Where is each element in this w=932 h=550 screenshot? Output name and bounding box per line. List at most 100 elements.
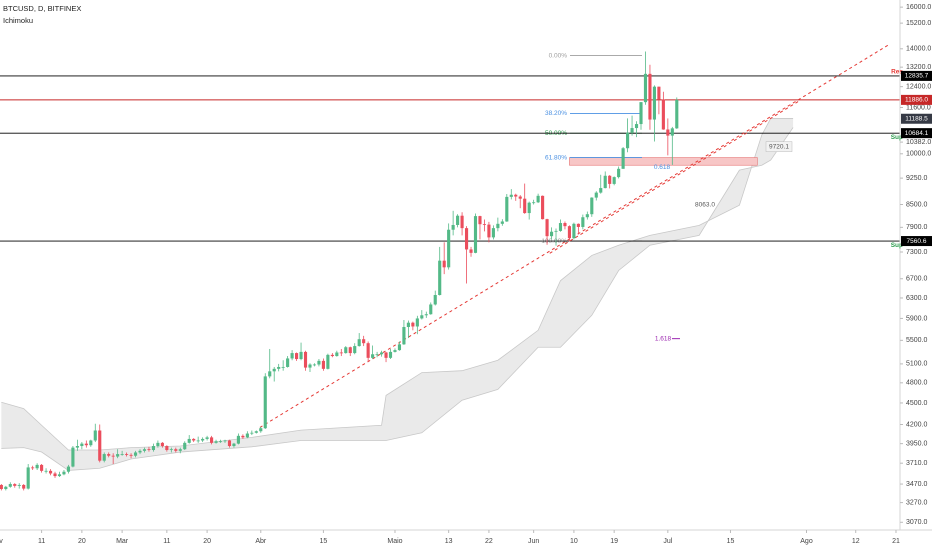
price-box-label: 11188.5 — [905, 115, 928, 122]
candle-body — [125, 454, 129, 455]
candle-body — [652, 86, 656, 120]
candle-body — [393, 350, 397, 352]
y-tick-label: 6700.0 — [906, 276, 928, 283]
candle-body — [321, 360, 325, 369]
x-tick-label: 11 — [38, 538, 45, 545]
candle-body — [433, 295, 437, 305]
candle-body — [89, 440, 93, 446]
candle-body — [626, 132, 630, 149]
level-tag: Res — [891, 69, 903, 76]
candle-body — [295, 353, 299, 360]
candle-body — [657, 86, 661, 100]
candle-body — [603, 175, 607, 189]
candle-body — [156, 442, 160, 447]
candle-body — [187, 438, 191, 443]
candle-body — [13, 484, 17, 486]
candle-body — [384, 352, 388, 358]
annotation-box — [765, 141, 793, 152]
candle-body — [478, 216, 482, 225]
candle-body — [379, 352, 384, 355]
candle-body — [4, 486, 8, 490]
candle-body — [482, 224, 487, 226]
candle-body — [147, 449, 151, 451]
candle-body — [277, 366, 281, 369]
fib-label: 38.20% — [545, 110, 567, 117]
candle-body — [536, 195, 540, 203]
candle-body — [456, 215, 460, 225]
price-box — [901, 113, 932, 124]
candle-body — [312, 364, 317, 366]
candle-body — [608, 175, 612, 184]
candle-body — [549, 231, 554, 237]
candle-body — [447, 229, 451, 268]
candle-body — [57, 474, 62, 477]
cloud-edge — [1, 118, 794, 451]
candle-body — [666, 129, 670, 136]
candle-body — [670, 128, 674, 136]
candle-body — [232, 443, 236, 447]
candle-body — [339, 352, 343, 354]
candle-body — [317, 360, 321, 365]
y-tick-label: 3950.0 — [906, 440, 928, 447]
candle-body — [326, 354, 330, 369]
candle-body — [634, 124, 639, 129]
candle-body — [357, 339, 361, 347]
y-tick-label: 3270.0 — [906, 499, 928, 506]
candle-body — [335, 352, 339, 357]
candle-body — [84, 443, 88, 446]
candle-body — [299, 351, 303, 360]
candle-body — [98, 430, 102, 461]
y-tick-label: 10382.0 — [906, 139, 931, 146]
candle-body — [75, 446, 79, 448]
x-tick-label: Abr — [255, 538, 267, 545]
candle-body — [500, 221, 504, 224]
y-tick-label: 3710.0 — [906, 460, 928, 467]
candle-body — [250, 432, 254, 434]
candle-body — [563, 223, 567, 227]
x-tick-label: Jul — [663, 538, 672, 545]
x-tick-label: Maio — [387, 538, 402, 545]
candle-body — [62, 471, 66, 475]
y-tick-label: 5100.0 — [906, 361, 928, 368]
x-tick-label: 20 — [78, 538, 86, 545]
candle-body — [648, 73, 652, 120]
price-box-label: 7560.6 — [907, 238, 927, 245]
candle-body — [93, 430, 97, 441]
candle-body — [554, 230, 558, 232]
y-tick-label: 13200.0 — [906, 64, 931, 71]
candle-body — [558, 223, 563, 231]
y-tick-label: 5500.0 — [906, 337, 928, 344]
candle-body — [290, 353, 294, 359]
y-tick-label: 4200.0 — [906, 421, 928, 428]
price-box — [901, 70, 932, 81]
candle-body — [165, 446, 169, 451]
candle-body — [429, 304, 433, 315]
candle-body — [66, 466, 71, 472]
x-tick-label: 19 — [610, 538, 618, 545]
candle-body — [183, 442, 187, 450]
candle-body — [523, 198, 527, 214]
y-tick-label: 3470.0 — [906, 481, 928, 488]
candle-body — [102, 454, 106, 461]
candle-body — [509, 194, 513, 197]
candle-body — [210, 437, 214, 443]
candle-body — [590, 197, 594, 215]
candle-body — [576, 223, 580, 227]
candle-body — [120, 454, 124, 455]
candle-body — [406, 322, 410, 328]
candle-body — [630, 128, 634, 133]
price-box — [901, 94, 932, 105]
candle-body — [71, 447, 75, 467]
candle-body — [8, 484, 12, 487]
candle-body — [353, 346, 357, 354]
candle-body — [567, 226, 571, 239]
x-tick-label: Jun — [528, 538, 539, 545]
indicator-name: Ichimoku — [3, 16, 33, 25]
annotation-label: 8063.0 — [695, 202, 715, 209]
candle-body — [151, 446, 155, 451]
x-tick-label: 20 — [203, 538, 211, 545]
y-tick-label: 12400.0 — [906, 84, 931, 91]
candle-body — [174, 449, 178, 451]
candle-body — [205, 437, 209, 439]
